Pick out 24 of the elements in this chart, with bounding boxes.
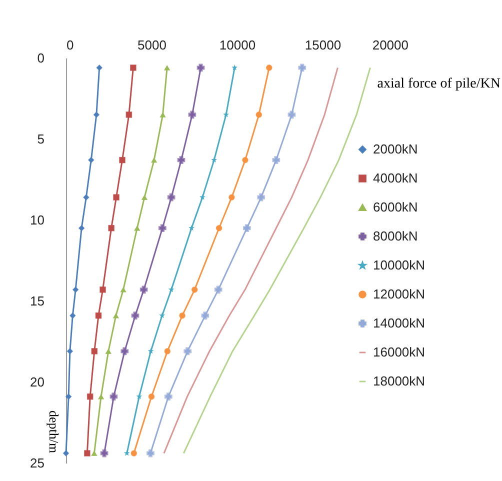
x-tick-label: 5000 [138, 38, 166, 52]
legend-label: 6000kN [373, 200, 418, 214]
y-tick-label: 0 [37, 50, 44, 66]
legend-label: 2000kN [373, 142, 418, 156]
x-tick-label: 15000 [304, 38, 342, 52]
x-tick-label: 10000 [219, 38, 256, 52]
legend-label: 18000kN [373, 374, 426, 388]
y-tick-label: 25 [30, 456, 44, 470]
line-series [163, 66, 338, 454]
line-series [182, 66, 371, 454]
x-axis-title: axial force of pile/KN [377, 76, 500, 92]
legend-label: 10000kN [373, 258, 426, 272]
y-tick-label: 10 [30, 212, 44, 228]
legend-label: 14000kN [373, 316, 426, 330]
legend-label: 12000kN [373, 286, 426, 302]
legend-label: 16000kN [373, 344, 426, 360]
legend-label: 8000kN [373, 228, 418, 244]
y-tick-label: 20 [30, 374, 44, 390]
legend-label: 4000kN [373, 170, 418, 186]
x-tick-label: 0 [66, 38, 74, 52]
y-tick-label: 15 [30, 294, 44, 308]
y-axis-title: depth/m [46, 410, 62, 454]
x-tick-label: 20000 [372, 38, 408, 52]
y-tick-label: 5 [37, 132, 44, 146]
